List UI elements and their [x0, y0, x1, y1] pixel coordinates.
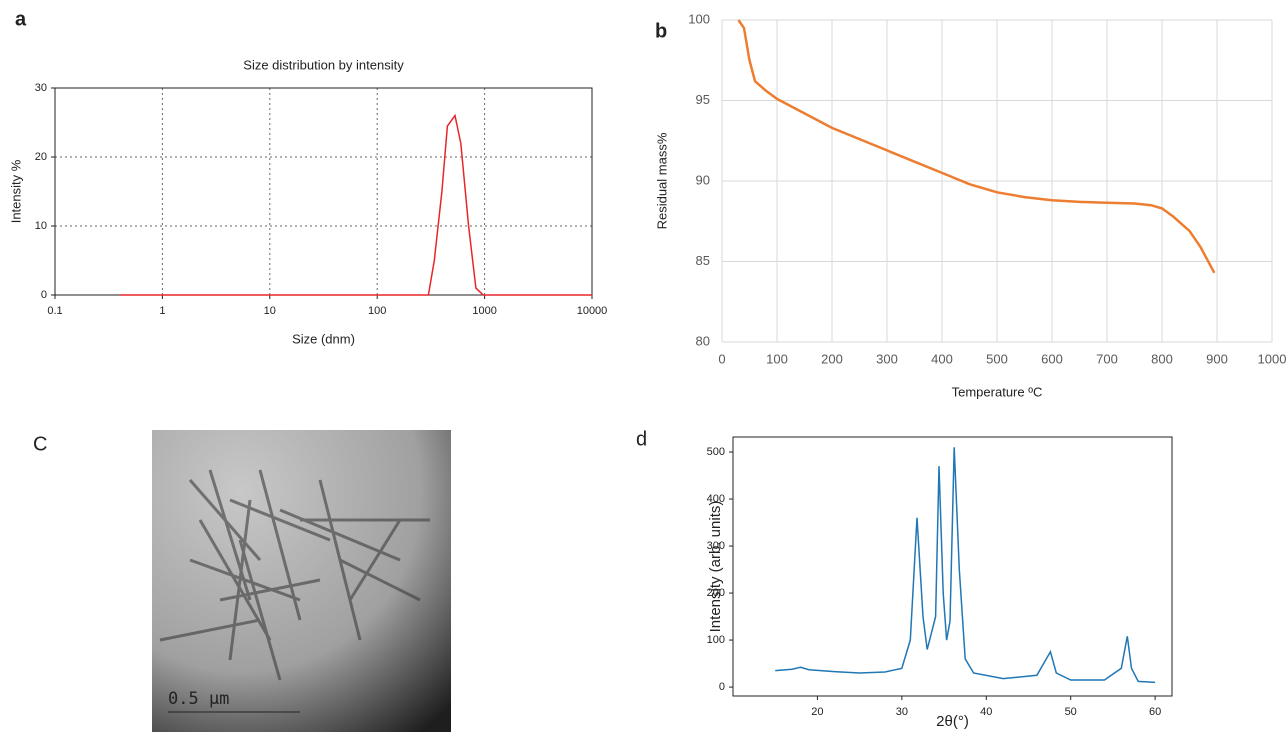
x-tick-label: 1: [159, 305, 165, 317]
y-tick-label: 0: [41, 289, 47, 301]
x-tick-label: 10: [264, 305, 276, 317]
panel-label: b: [655, 20, 667, 42]
y-tick-label: 300: [707, 540, 725, 552]
y-tick-label: 0: [719, 681, 725, 693]
panel-label: a: [15, 8, 27, 30]
x-tick-label: 1000: [472, 305, 496, 317]
x-tick-label: 100: [368, 305, 386, 317]
x-tick-label: 20: [811, 706, 823, 718]
chart-title: Size distribution by intensity: [243, 57, 404, 72]
x-tick-label: 0.1: [47, 305, 62, 317]
x-tick-label: 60: [1149, 706, 1161, 718]
particles: [159, 469, 430, 681]
x-tick-label: 30: [896, 706, 908, 718]
x-tick-label: 700: [1096, 351, 1118, 366]
x-tick-label: 40: [980, 706, 992, 718]
micrograph: [152, 430, 451, 732]
data-line: [119, 113, 592, 296]
y-tick-label: 80: [696, 333, 710, 348]
x-tick-label: 1000: [1258, 351, 1287, 366]
x-tick-label: 0: [718, 351, 725, 366]
chart-panel: b Temperature ºC Residual mass% 80 85 90 95 100…: [654, 11, 1286, 399]
x-tick-label: 50: [1065, 706, 1077, 718]
y-tick-label: 85: [696, 253, 710, 268]
plot-frame: [732, 436, 1173, 697]
y-tick-label: 10: [35, 220, 47, 232]
y-tick-label: 100: [707, 634, 725, 646]
x-tick-label: 800: [1151, 351, 1173, 366]
x-tick-label: 100: [766, 351, 788, 366]
panel-label: C: [33, 433, 47, 455]
x-tick-label: 600: [1041, 351, 1063, 366]
data-line: [737, 19, 1216, 274]
x-tick-label: 900: [1206, 351, 1228, 366]
x-tick-label: 10000: [577, 305, 608, 317]
x-tick-label: 400: [931, 351, 953, 366]
scale-bar-label: 0.5 µm: [168, 689, 229, 709]
x-tick-label: 300: [876, 351, 898, 366]
y-axis-label: Residual mass%: [654, 132, 669, 229]
x-axis-label: Temperature ºC: [952, 384, 1043, 399]
tem-image: 0.5 µm C: [33, 430, 451, 732]
x-tick-label: 200: [821, 351, 843, 366]
chart-panel: d 2θ(°) Intensity (arb. units) 0 100 200 300 40…: [636, 428, 1173, 730]
y-tick-label: 200: [707, 587, 725, 599]
x-axis-label: 2θ(°): [936, 713, 969, 730]
y-tick-label: 95: [696, 92, 710, 107]
plot-frame: [54, 87, 593, 296]
y-axis-label: Intensity %: [8, 159, 23, 223]
y-tick-label: 100: [688, 11, 710, 26]
y-tick-label: 500: [707, 446, 725, 458]
panel-label: d: [636, 428, 647, 450]
y-tick-label: 20: [35, 151, 47, 163]
y-axis-label: Intensity (arb. units): [707, 501, 724, 633]
y-tick-label: 90: [696, 172, 710, 187]
data-line: [775, 447, 1156, 684]
y-tick-label: 400: [707, 493, 725, 505]
chart-panel: a Size distribution by intensity Size (dnm…: [8, 8, 607, 346]
x-axis-label: Size (dnm): [292, 331, 355, 346]
x-tick-label: 500: [986, 351, 1008, 366]
y-tick-label: 30: [35, 82, 47, 94]
